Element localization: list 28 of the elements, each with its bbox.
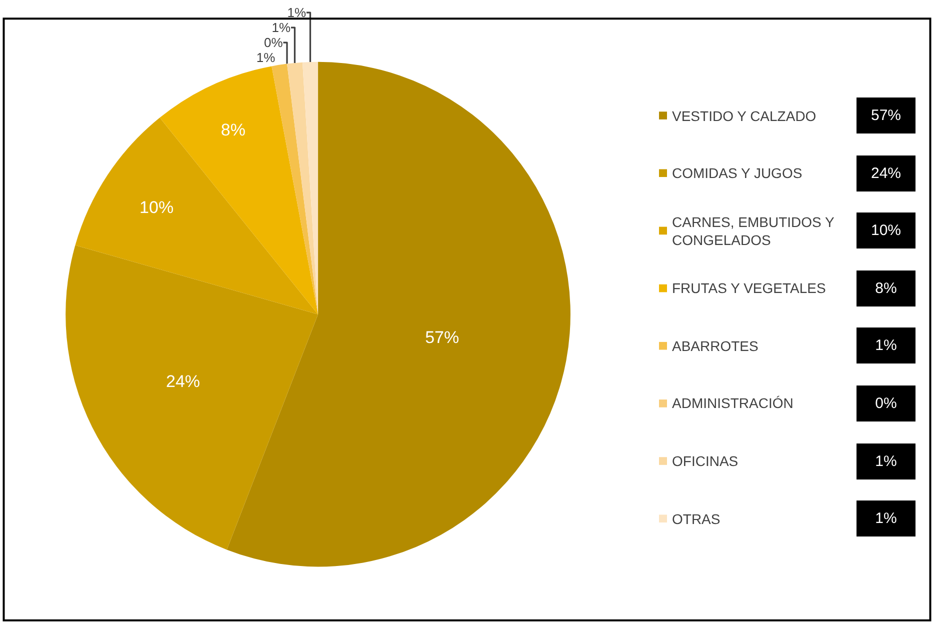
text: 1% bbox=[875, 510, 897, 527]
pie-slice bbox=[75, 118, 318, 314]
text: 1% bbox=[875, 337, 897, 354]
data-label: 24% bbox=[166, 372, 200, 392]
text: 10% bbox=[870, 222, 902, 239]
pie-slice bbox=[287, 62, 318, 314]
pie-slice bbox=[272, 64, 318, 314]
text: 0% bbox=[875, 395, 897, 412]
data-label: 57% bbox=[425, 328, 460, 348]
data-label: 10% bbox=[140, 198, 174, 217]
text: 8% bbox=[875, 280, 897, 297]
legend-label: FRUTAS Y VEGETALES bbox=[672, 280, 826, 296]
legend-label: OTRAS bbox=[672, 511, 720, 527]
text: 57% bbox=[870, 107, 902, 124]
data-label: 1% bbox=[256, 50, 276, 66]
text: 0% bbox=[264, 35, 283, 50]
legend-label: CARNES, EMBUTIDOS Y CONGELADOS bbox=[672, 214, 835, 248]
legend-label: ADMINISTRACIÓN bbox=[672, 395, 794, 411]
legend-label: VESTIDO Y CALZADO bbox=[672, 108, 816, 124]
data-label: 1% bbox=[287, 5, 307, 20]
legend-label: COMIDAS Y JUGOS bbox=[672, 165, 802, 181]
data-label: 8% bbox=[220, 120, 246, 140]
legend-label: ABARROTES bbox=[672, 338, 758, 354]
pie-slice bbox=[66, 245, 318, 550]
text: 1% bbox=[875, 453, 897, 470]
legend-label: OFICINAS bbox=[672, 453, 738, 469]
data-label: 1% bbox=[272, 20, 291, 36]
text: 24% bbox=[870, 165, 902, 182]
